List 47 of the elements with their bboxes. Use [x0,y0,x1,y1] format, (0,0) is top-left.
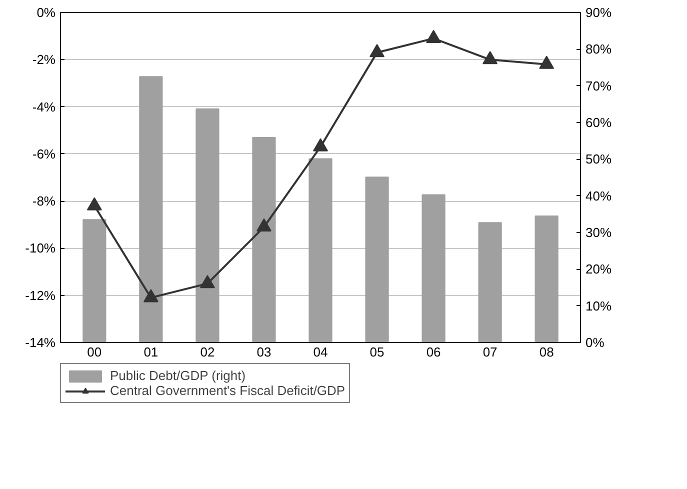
y-tick-label: -14% [25,335,56,350]
x-tick-label: 04 [313,344,328,360]
y2-tick-label: 20% [586,262,612,277]
legend-label: Central Government's Fiscal Deficit/GDP [110,383,346,398]
bar [308,158,332,342]
y-tick-label: 0% [36,5,56,20]
point [200,274,215,288]
y2-tick-label: 30% [586,225,612,240]
x-tick-label: 07 [482,344,498,360]
y-tick-label: -2% [32,52,56,68]
bar [252,137,276,342]
point [86,197,102,210]
x-tick-label: 05 [370,344,384,360]
bar [534,216,558,342]
bar [196,108,220,342]
y2-tick-label: 70% [586,78,612,94]
y2-tick-label: 0% [586,335,605,350]
y2-tick-label: 50% [586,152,612,167]
bar [139,76,163,342]
point [426,30,442,43]
y-tick-label: -8% [32,194,56,209]
y-tick-label: -12% [25,288,56,303]
legend-label: Public Debt/GDP (right) [110,368,246,383]
y-tick-label: -4% [32,99,56,114]
x-tick-label: 06 [426,344,441,360]
x-tick-label: 00 [87,344,102,360]
y2-tick-label: 40% [586,188,612,204]
y-tick-label: -6% [32,146,56,162]
point [370,44,385,58]
y2-tick-label: 10% [586,298,612,314]
bar [422,194,446,342]
point [143,289,158,302]
x-tick-label: 02 [200,344,215,360]
point [313,138,328,152]
point [482,51,498,64]
x-tick-label: 01 [144,344,158,360]
x-tick-label: 03 [256,344,272,360]
bar [478,222,502,342]
x-tick-label: 08 [539,344,554,360]
point [539,56,554,69]
y2-tick-label: 80% [586,42,612,57]
y-tick-label: -10% [25,240,56,256]
bar [365,176,389,342]
y2-tick-label: 60% [586,115,612,130]
y2-tick-label: 90% [586,5,612,20]
bar [82,219,106,342]
point [256,218,272,232]
